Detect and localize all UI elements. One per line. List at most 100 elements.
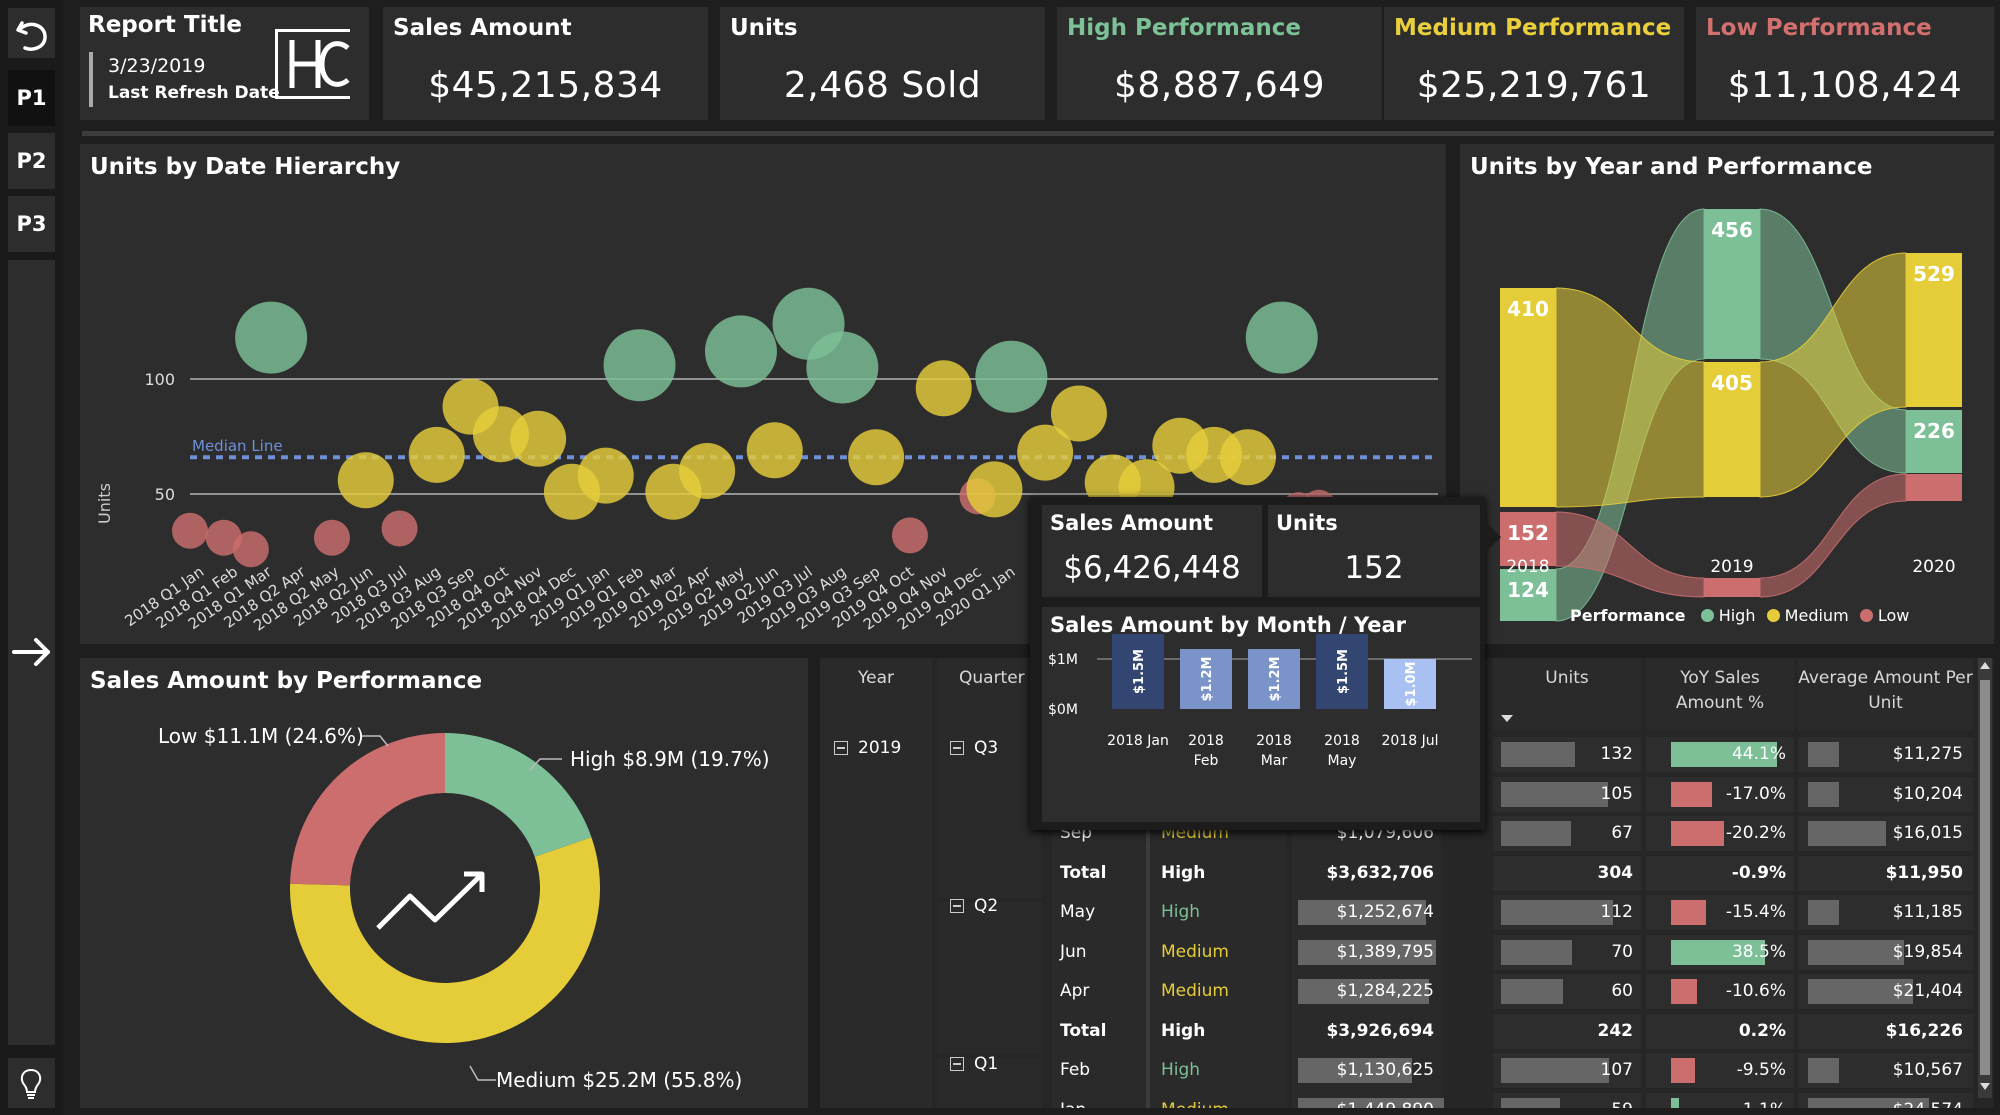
tip-x-label: 2018 Jan xyxy=(1107,733,1169,749)
legend-low[interactable]: Low xyxy=(1877,606,1910,625)
back-button[interactable] xyxy=(8,8,55,58)
row-group-label[interactable]: Q3 xyxy=(974,738,999,758)
scatter-point-medium[interactable] xyxy=(746,422,803,479)
scatter-point-high[interactable] xyxy=(235,301,308,374)
ribbon-bar-low[interactable] xyxy=(1704,578,1760,597)
scroll-down-arrow[interactable] xyxy=(1980,1083,1990,1090)
yoy-cell: 38.5% xyxy=(1731,941,1786,962)
kpi-units: Units 2,468 Sold xyxy=(720,7,1045,120)
scatter-point-high[interactable] xyxy=(806,331,879,404)
ribbon-bar-low[interactable] xyxy=(1500,512,1556,566)
scatter-point-low[interactable] xyxy=(172,512,208,549)
ribbon-bar-high[interactable] xyxy=(1500,569,1556,621)
sales-cell: $3,632,706 xyxy=(1326,862,1434,883)
collapse-icon[interactable] xyxy=(950,1057,964,1071)
ribbon-legend: Performance High Medium Low xyxy=(1570,606,1909,625)
scatter-point-low[interactable] xyxy=(381,510,418,547)
leader-line-low xyxy=(362,735,389,747)
scatter-point-high[interactable] xyxy=(704,315,777,388)
collapse-icon-bar xyxy=(953,1063,961,1065)
collapse-icon[interactable] xyxy=(950,899,964,913)
scroll-up-arrow[interactable] xyxy=(1980,662,1990,669)
quarter-cell-q2 xyxy=(937,902,1042,1054)
scatter-point-medium[interactable] xyxy=(915,360,972,417)
tip-bar[interactable] xyxy=(1248,649,1300,709)
ribbon-bar-medium[interactable] xyxy=(1704,362,1760,497)
scatter-point-high[interactable] xyxy=(975,340,1048,413)
tip-bar[interactable] xyxy=(1384,659,1436,709)
lightbulb-icon xyxy=(20,1068,42,1099)
ribbon-bar-medium[interactable] xyxy=(1500,288,1556,507)
scatter-point-medium[interactable] xyxy=(679,443,736,499)
scatter-point-medium[interactable] xyxy=(510,410,567,467)
tip-bar[interactable] xyxy=(1316,634,1368,709)
sales-databar xyxy=(1298,979,1429,1004)
scatter-point-medium[interactable] xyxy=(408,426,465,483)
scatter-point-high[interactable] xyxy=(1245,301,1318,374)
tip-bar[interactable] xyxy=(1180,649,1232,709)
ribbon-bar-medium[interactable] xyxy=(1906,253,1962,407)
donut-slice-high[interactable] xyxy=(445,733,592,857)
avg-databar xyxy=(1808,1097,1929,1108)
ribbon-value-label: 405 xyxy=(1711,371,1753,395)
ribbon-title: Units by Year and Performance xyxy=(1470,154,1873,180)
ribbon-bar-high[interactable] xyxy=(1704,209,1760,359)
donut-title: Sales Amount by Performance xyxy=(90,668,483,694)
scatter-point-low[interactable] xyxy=(891,517,928,554)
scatter-point-medium[interactable] xyxy=(966,461,1023,518)
column-header[interactable]: Average Amount Per Unit xyxy=(1798,668,1973,713)
yoy-databar xyxy=(1671,900,1707,925)
donut-slice-medium[interactable] xyxy=(290,837,600,1043)
units-cell: 107 xyxy=(1600,1060,1633,1080)
sort-desc-icon[interactable] xyxy=(1501,715,1513,722)
tip-bar-label: $1.2M xyxy=(1268,656,1283,701)
tip-x-label-month: Mar xyxy=(1261,753,1288,769)
page-3-button[interactable]: P3 xyxy=(8,196,55,252)
undo-arrow-icon xyxy=(16,21,47,51)
column-header[interactable]: Year xyxy=(858,668,894,688)
tips-button[interactable] xyxy=(8,1058,55,1108)
scatter-point-low[interactable] xyxy=(313,519,350,556)
collapse-icon[interactable] xyxy=(834,741,848,755)
cell-bg xyxy=(1646,1013,1794,1049)
yoy-databar xyxy=(1671,781,1713,807)
yoy-databar xyxy=(1671,979,1697,1004)
page-2-button[interactable]: P2 xyxy=(8,133,55,189)
column-header[interactable]: Units xyxy=(1545,668,1589,688)
scatter-point-low[interactable] xyxy=(205,519,242,556)
legend-high[interactable]: High xyxy=(1718,606,1756,625)
column-header[interactable]: Quarter xyxy=(959,668,1025,688)
scatter-point-medium[interactable] xyxy=(848,429,905,486)
table-scrollbar[interactable] xyxy=(1978,658,1992,1098)
kpi-label: High Performance xyxy=(1067,15,1302,41)
avg-cell: $19,854 xyxy=(1892,941,1963,962)
header-quarter xyxy=(937,658,1042,730)
scatter-point-medium[interactable] xyxy=(1017,424,1074,481)
scatter-point-medium[interactable] xyxy=(1219,429,1276,486)
next-page-button[interactable] xyxy=(8,630,55,675)
collapse-icon[interactable] xyxy=(950,741,964,755)
avg-databar xyxy=(1808,939,1905,965)
scatter-point-medium[interactable] xyxy=(337,452,394,509)
scatter-point-low[interactable] xyxy=(232,531,269,568)
column-divider xyxy=(1146,730,1150,1108)
avg-cell: $11,950 xyxy=(1885,862,1963,883)
column-header[interactable]: YoY Sales Amount % xyxy=(1675,668,1765,713)
tip-bar[interactable] xyxy=(1112,634,1164,709)
scroll-thumb[interactable] xyxy=(1980,680,1990,1075)
row-group-label[interactable]: Q2 xyxy=(974,896,999,916)
donut-slice-low[interactable] xyxy=(290,733,445,886)
scatter-point-medium[interactable] xyxy=(1050,385,1107,442)
scatter-point-medium[interactable] xyxy=(577,447,634,504)
page-1-button[interactable]: P1 xyxy=(8,70,55,126)
performance-cell: High xyxy=(1161,1020,1206,1041)
legend-medium[interactable]: Medium xyxy=(1784,606,1849,625)
row-group-label[interactable]: 2019 xyxy=(858,738,902,758)
scatter-point-high[interactable] xyxy=(603,329,676,402)
header-divider xyxy=(82,131,1994,136)
row-group-label[interactable]: Q1 xyxy=(974,1054,999,1074)
ribbon-bar-high[interactable] xyxy=(1906,410,1962,473)
ribbon-bar-low[interactable] xyxy=(1906,474,1962,501)
cell-bg xyxy=(1798,855,1973,891)
